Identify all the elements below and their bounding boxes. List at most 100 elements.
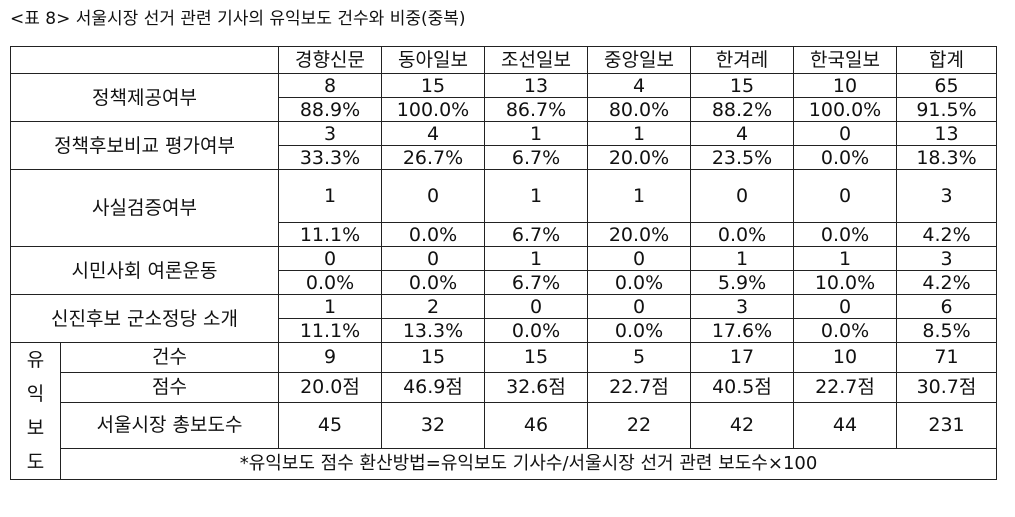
count-cell: 3	[690, 294, 794, 319]
percent-cell: 6.7%	[484, 145, 588, 170]
count-cell: 15	[381, 73, 485, 98]
count-cell: 17	[690, 342, 794, 373]
column-header: 중앙일보	[587, 46, 691, 74]
column-header: 조선일보	[484, 46, 588, 74]
percent-cell: 80.0%	[587, 97, 691, 122]
count-cell: 1	[587, 121, 691, 146]
group-char: 도	[26, 451, 45, 473]
count-cell: 1	[587, 169, 691, 223]
count-cell: 0	[690, 169, 794, 223]
score-cell: 30.7점	[896, 371, 997, 403]
useful-group-label: 유 익 보 도	[10, 342, 61, 480]
table-row: 11.1% 13.3% 0.0% 0.0% 17.6% 0.0% 8.5%	[11, 318, 997, 343]
count-cell: 3	[278, 121, 382, 146]
row-label: 사실검증여부	[10, 169, 279, 247]
percent-cell: 17.6%	[690, 318, 794, 343]
total-cell: 46	[484, 401, 588, 449]
table-row: 0.0% 0.0% 6.7% 0.0% 5.9% 10.0% 4.2%	[11, 270, 997, 295]
footnote: *유익보도 점수 환산방법=유익보도 기사수/서울시장 선거 관련 보도수×10…	[60, 447, 997, 481]
header-corner	[10, 46, 279, 74]
table-row: 정책제공여부 8 15 13 4 15 10 65	[10, 73, 997, 122]
row-label: 정책후보비교 평가여부	[10, 121, 279, 170]
row-label: 시민사회 여론운동	[10, 246, 279, 295]
sub-row-label: 서울시장 총보도수	[60, 401, 279, 449]
column-header: 경향신문	[278, 46, 382, 74]
percent-cell: 6.7%	[484, 222, 588, 247]
count-cell: 0	[484, 294, 588, 319]
percent-cell: 26.7%	[381, 145, 485, 170]
sub-row-label: 점수	[60, 371, 279, 403]
count-cell: 0	[793, 169, 897, 223]
count-cell: 10	[793, 342, 897, 373]
count-cell: 0	[587, 294, 691, 319]
percent-cell: 91.5%	[896, 97, 997, 122]
percent-cell: 100.0%	[793, 97, 897, 122]
count-cell: 4	[690, 121, 794, 146]
percent-cell: 10.0%	[793, 270, 897, 295]
count-cell: 0	[587, 246, 691, 271]
percent-cell: 18.3%	[896, 145, 997, 170]
count-cell: 0	[278, 246, 382, 271]
table-row: 33.3% 26.7% 6.7% 20.0% 23.5% 0.0% 18.3%	[11, 145, 997, 170]
group-char: 유	[26, 349, 45, 371]
group-char: 보	[26, 417, 45, 439]
count-cell: 1	[278, 294, 382, 319]
percent-cell: 0.0%	[381, 222, 485, 247]
percent-cell: 0.0%	[587, 318, 691, 343]
count-cell: 0	[793, 294, 897, 319]
count-cell: 3	[896, 169, 997, 223]
column-header: 합계	[896, 46, 997, 74]
count-cell: 4	[587, 73, 691, 98]
statistics-table: 경향신문 동아일보 조선일보 중앙일보 한겨레 한국일보 합계 정책제공여부 8…	[10, 46, 997, 481]
sub-row-label: 건수	[60, 342, 279, 373]
percent-cell: 5.9%	[690, 270, 794, 295]
count-cell: 65	[896, 73, 997, 98]
percent-cell: 0.0%	[793, 145, 897, 170]
count-cell: 3	[896, 246, 997, 271]
percent-cell: 23.5%	[690, 145, 794, 170]
score-cell: 32.6점	[484, 371, 588, 403]
percent-cell: 0.0%	[587, 270, 691, 295]
score-cell: 20.0점	[278, 371, 382, 403]
count-cell: 0	[381, 169, 485, 223]
total-cell: 22	[587, 401, 691, 449]
count-cell: 0	[381, 246, 485, 271]
count-cell: 13	[484, 73, 588, 98]
percent-cell: 86.7%	[484, 97, 588, 122]
score-cell: 46.9점	[381, 371, 485, 403]
percent-cell: 100.0%	[381, 97, 485, 122]
count-cell: 1	[690, 246, 794, 271]
count-cell: 10	[793, 73, 897, 98]
count-cell: 1	[484, 169, 588, 223]
table-row: 시민사회 여론운동 0 0 1 0 1 1 3	[10, 246, 997, 295]
count-cell: 0	[793, 121, 897, 146]
total-cell: 32	[381, 401, 485, 449]
header-row: 경향신문 동아일보 조선일보 중앙일보 한겨레 한국일보 합계	[10, 46, 997, 74]
percent-cell: 0.0%	[484, 318, 588, 343]
percent-cell: 33.3%	[278, 145, 382, 170]
count-cell: 9	[278, 342, 382, 373]
percent-cell: 11.1%	[278, 318, 382, 343]
table-row: 서울시장 총보도수 45 32 46 22 42 44 231	[11, 401, 997, 449]
percent-cell: 4.2%	[896, 270, 997, 295]
row-label: 정책제공여부	[10, 73, 279, 122]
total-cell: 42	[690, 401, 794, 449]
count-cell: 15	[690, 73, 794, 98]
score-cell: 40.5점	[690, 371, 794, 403]
group-char: 익	[26, 383, 45, 405]
count-cell: 1	[484, 121, 588, 146]
count-cell: 5	[587, 342, 691, 373]
column-header: 동아일보	[381, 46, 485, 74]
table-row: 88.9% 100.0% 86.7% 80.0% 88.2% 100.0% 91…	[11, 97, 997, 122]
count-cell: 1	[793, 246, 897, 271]
count-cell: 13	[896, 121, 997, 146]
percent-cell: 20.0%	[587, 145, 691, 170]
column-header: 한국일보	[793, 46, 897, 74]
count-cell: 1	[484, 246, 588, 271]
table-row: 점수 20.0점 46.9점 32.6점 22.7점 40.5점 22.7점 3…	[11, 371, 997, 403]
total-cell: 231	[896, 401, 997, 449]
count-cell: 6	[896, 294, 997, 319]
column-header: 한겨레	[690, 46, 794, 74]
table-row: *유익보도 점수 환산방법=유익보도 기사수/서울시장 선거 관련 보도수×10…	[11, 447, 997, 481]
total-cell: 44	[793, 401, 897, 449]
